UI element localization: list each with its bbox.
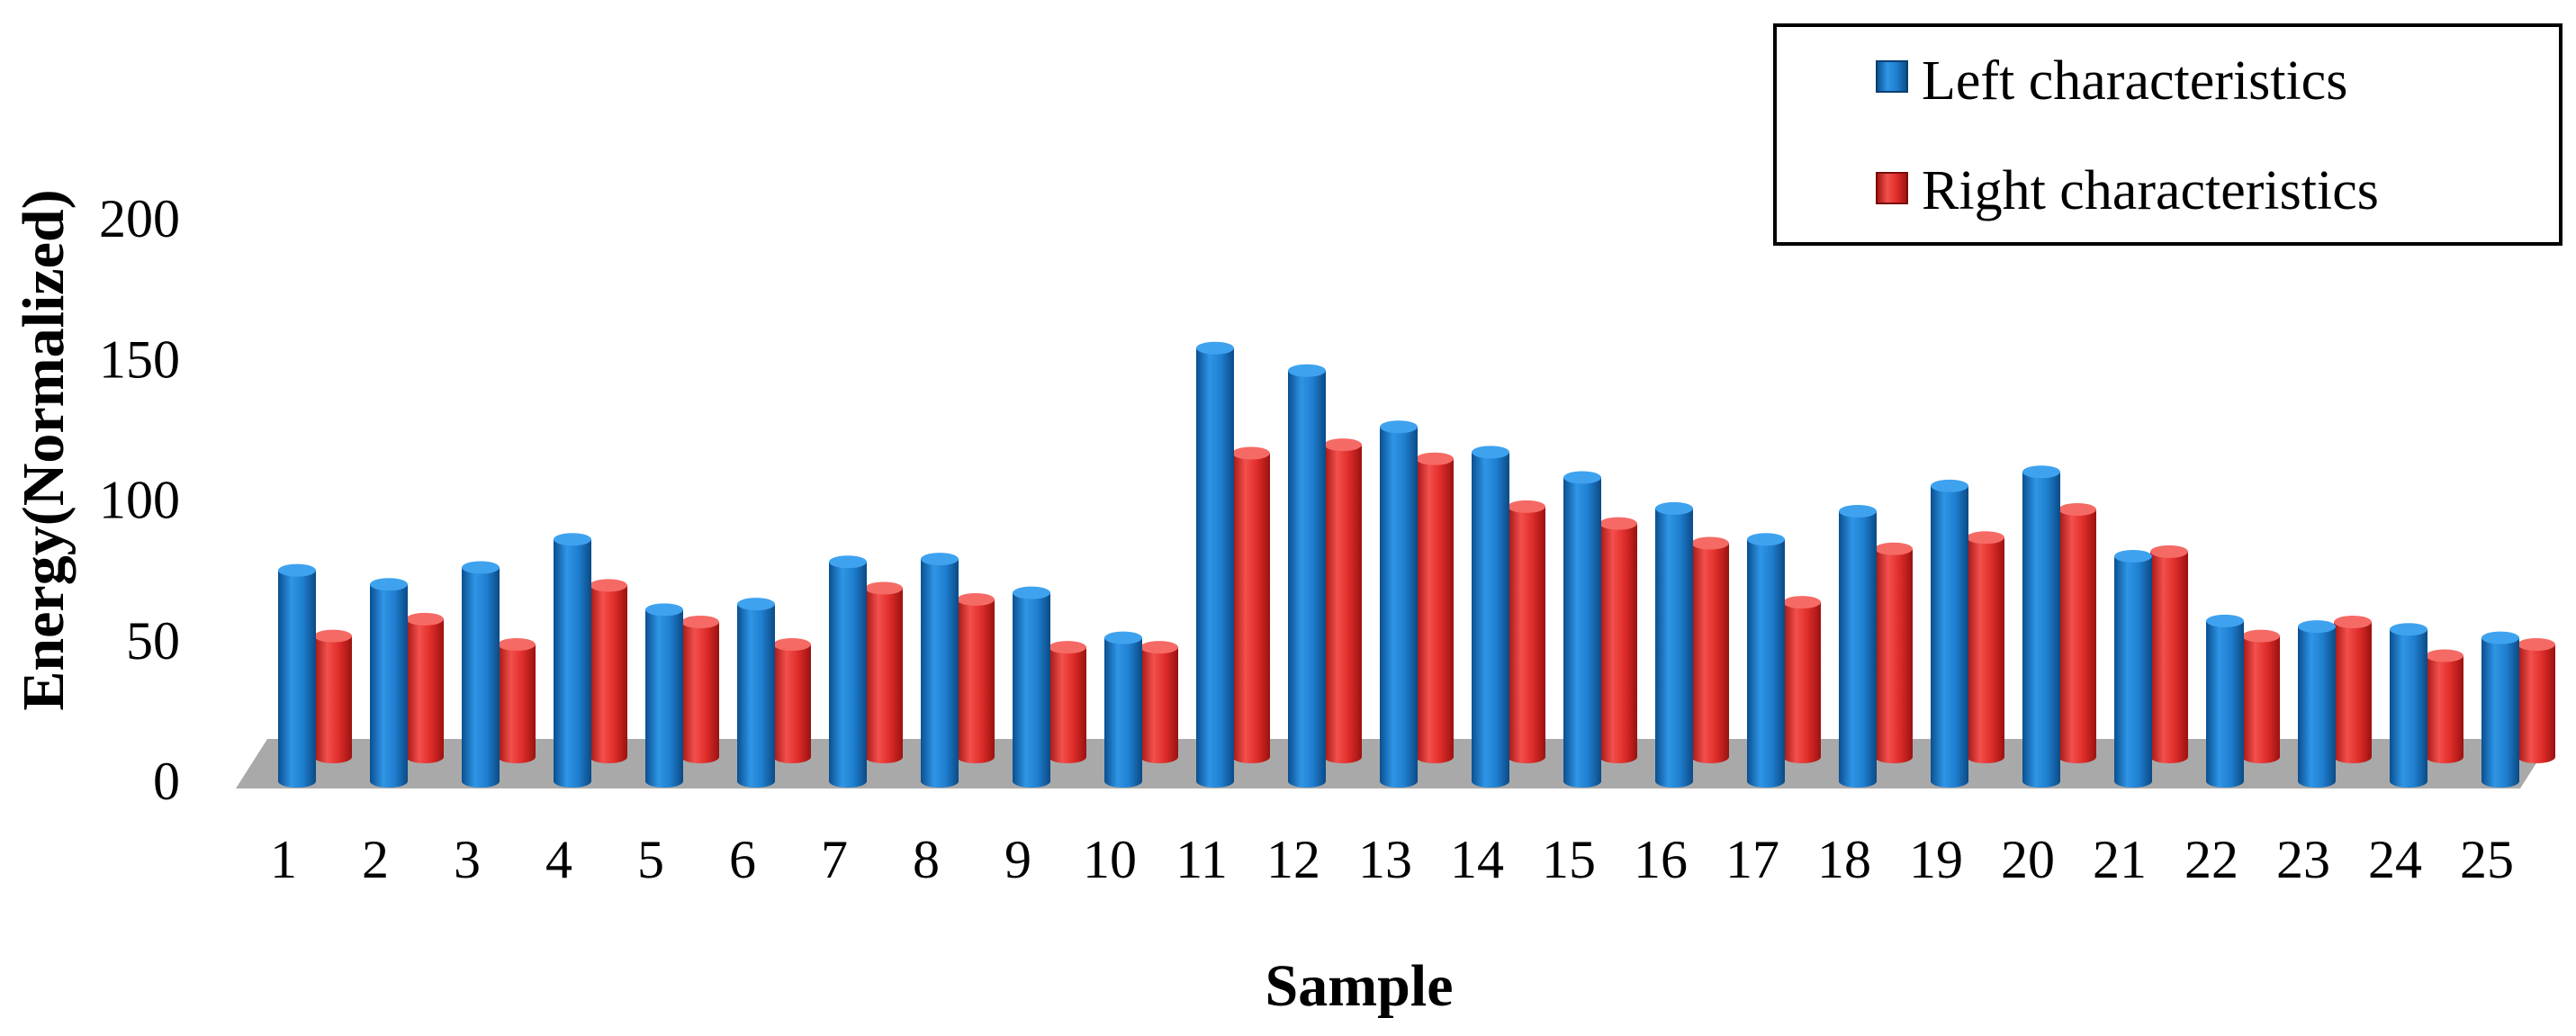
x-axis-title: Sample	[1265, 953, 1453, 1019]
y-tick-label: 0	[153, 752, 180, 811]
right-bar-sample-23	[2334, 616, 2372, 763]
left-bar-sample-4	[554, 533, 591, 788]
legend-swatch-left	[1876, 60, 1908, 93]
x-tick-label: 12	[1266, 830, 1320, 889]
left-bar-sample-21	[2114, 550, 2152, 788]
y-axis-title: Energy(Normalized)	[11, 189, 77, 710]
x-tick-label: 2	[362, 830, 389, 889]
x-tick-label: 23	[2276, 830, 2330, 889]
right-bar-sample-14	[1508, 500, 1545, 763]
left-bar-sample-23	[2298, 620, 2336, 788]
x-axis-ticks: 1 2 3 4 5 6 7 8 9 10 11 12 13 14 15 16 17 18 19 20 21 22 23 24 2…	[270, 830, 2514, 889]
right-bar-sample-15	[1599, 517, 1637, 763]
left-bar-sample-8	[921, 553, 959, 788]
right-bar-sample-6	[773, 638, 811, 763]
x-tick-label: 3	[454, 830, 481, 889]
x-tick-label: 22	[2184, 830, 2238, 889]
right-bar-sample-13	[1416, 452, 1454, 763]
right-bar-sample-24	[2426, 649, 2463, 763]
x-tick-label: 10	[1083, 830, 1137, 889]
legend-label-left: Left characteristics	[1922, 50, 2347, 112]
left-bar-sample-3	[462, 561, 500, 788]
right-bar-sample-10	[1140, 641, 1178, 763]
y-tick-label: 200	[99, 189, 180, 248]
left-bar-sample-18	[1839, 505, 1877, 788]
x-tick-label: 1	[270, 830, 297, 889]
x-tick-label: 14	[1450, 830, 1504, 889]
left-bar-sample-13	[1380, 420, 1418, 788]
left-bar-sample-9	[1013, 586, 1050, 788]
x-tick-label: 21	[2093, 830, 2147, 889]
right-bar-sample-22	[2242, 629, 2280, 763]
right-bar-sample-3	[498, 638, 536, 763]
x-tick-label: 19	[1909, 830, 1963, 889]
x-tick-label: 20	[2001, 830, 2055, 889]
left-bar-sample-5	[645, 603, 683, 788]
left-bar-sample-7	[829, 555, 867, 788]
y-tick-label: 150	[99, 329, 180, 389]
right-bar-sample-21	[2150, 545, 2188, 763]
x-tick-label: 4	[545, 830, 572, 889]
x-tick-label: 18	[1817, 830, 1871, 889]
y-tick-label: 100	[99, 471, 180, 530]
left-bar-sample-25	[2481, 631, 2519, 788]
right-series-bars	[314, 438, 2555, 763]
y-axis-ticks: 0 50 100 150 200	[99, 189, 180, 811]
left-bar-sample-24	[2390, 623, 2427, 788]
right-bar-sample-7	[865, 581, 903, 763]
left-bar-sample-11	[1196, 341, 1234, 788]
left-bar-sample-16	[1655, 501, 1693, 788]
right-bar-sample-8	[957, 593, 995, 763]
left-bar-sample-15	[1563, 471, 1601, 788]
left-bar-sample-17	[1747, 533, 1785, 788]
right-bar-sample-25	[2517, 638, 2555, 763]
left-bar-sample-20	[2022, 465, 2060, 788]
right-bar-sample-1	[314, 629, 352, 763]
right-bar-sample-20	[2058, 503, 2096, 763]
right-bar-sample-16	[1691, 536, 1729, 763]
x-tick-label: 5	[637, 830, 664, 889]
x-tick-label: 6	[729, 830, 756, 889]
left-bar-sample-12	[1288, 364, 1326, 788]
left-bar-sample-10	[1104, 631, 1142, 788]
x-tick-label: 24	[2368, 830, 2422, 889]
x-tick-label: 17	[1725, 830, 1779, 889]
legend-label-right: Right characteristics	[1922, 160, 2379, 221]
left-bar-sample-22	[2206, 614, 2244, 788]
right-bar-sample-5	[681, 616, 719, 763]
x-tick-label: 25	[2460, 830, 2514, 889]
right-bar-sample-19	[1967, 531, 2004, 763]
right-bar-sample-17	[1783, 596, 1821, 763]
x-tick-label: 9	[1004, 830, 1031, 889]
x-tick-label: 11	[1175, 830, 1228, 889]
legend-swatch-right	[1876, 172, 1908, 204]
left-bar-sample-2	[370, 578, 408, 788]
right-bar-sample-2	[406, 612, 444, 763]
left-bar-sample-1	[278, 563, 316, 788]
right-bar-sample-12	[1324, 438, 1362, 763]
left-bar-sample-14	[1472, 446, 1509, 788]
x-tick-label: 7	[821, 830, 848, 889]
right-bar-sample-18	[1875, 542, 1913, 763]
legend: Left characteristics Right characteristi…	[1773, 23, 2562, 246]
x-tick-label: 16	[1634, 830, 1688, 889]
left-series-bars	[278, 341, 2519, 788]
right-bar-sample-9	[1049, 641, 1086, 763]
x-tick-label: 13	[1358, 830, 1412, 889]
right-bar-sample-11	[1232, 446, 1270, 763]
y-tick-label: 50	[126, 611, 180, 671]
x-tick-label: 15	[1542, 830, 1596, 889]
left-bar-sample-19	[1931, 479, 1968, 788]
right-bar-sample-4	[590, 579, 627, 763]
left-bar-sample-6	[737, 598, 775, 788]
x-tick-label: 8	[913, 830, 940, 889]
